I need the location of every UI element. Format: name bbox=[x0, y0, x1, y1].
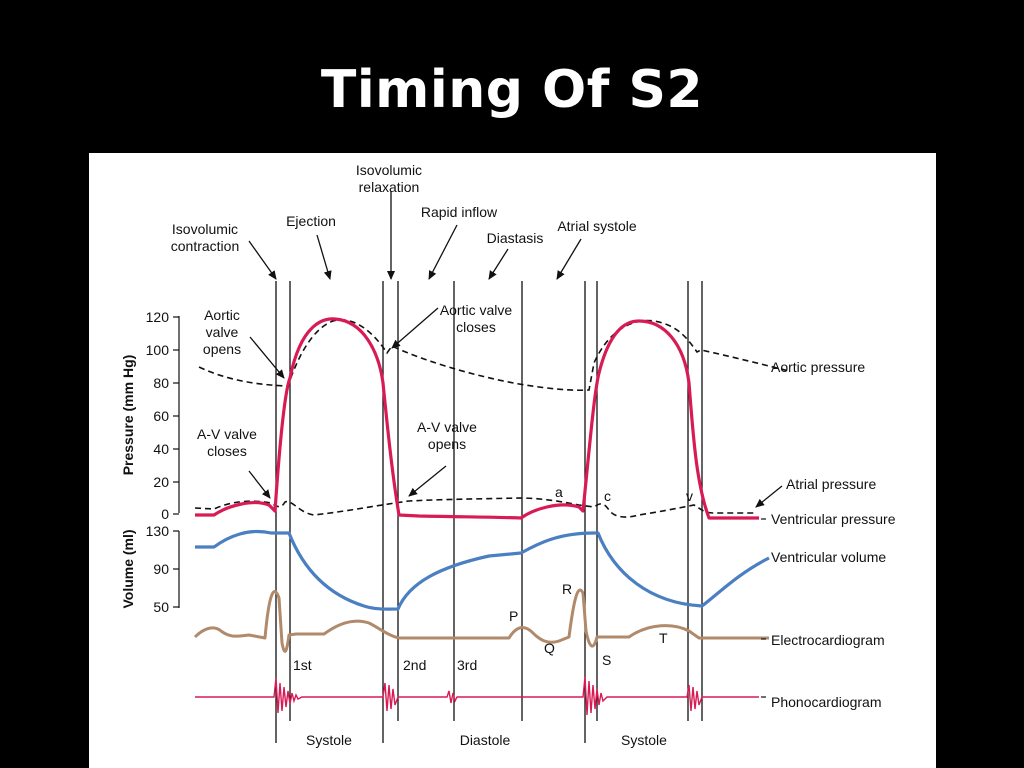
pressure-tick-60: 60 bbox=[153, 408, 169, 424]
phase-divider-lines bbox=[275, 281, 703, 743]
ecg-p-label: P bbox=[509, 608, 518, 624]
volume-axis-label: Volume (ml) bbox=[120, 529, 136, 608]
heart-sound-2nd: 2nd bbox=[403, 657, 426, 673]
label-ventricular-pressure: Ventricular pressure bbox=[771, 511, 896, 527]
label-ventricular-volume: Ventricular volume bbox=[771, 549, 886, 565]
pressure-tick-20: 20 bbox=[153, 474, 169, 490]
ecg-r-label: R bbox=[562, 581, 572, 597]
cycle-systole-2: Systole bbox=[621, 732, 667, 748]
pressure-axis: 120 100 80 60 40 20 0 Pressure (mm Hg) bbox=[120, 309, 180, 522]
label-aortic-valve-opens: Aortic valve opens bbox=[203, 307, 241, 357]
label-rapid-inflow: Rapid inflow bbox=[421, 204, 498, 220]
wave-v-label: v bbox=[686, 488, 693, 504]
cycle-systole-1: Systole bbox=[306, 732, 352, 748]
aortic-pressure-trace bbox=[198, 319, 790, 392]
volume-tick-50: 50 bbox=[153, 599, 169, 615]
label-atrial-pressure: Atrial pressure bbox=[786, 476, 876, 492]
label-av-valve-closes: A-V valve closes bbox=[197, 426, 257, 459]
phase-arrows bbox=[248, 191, 582, 280]
pressure-tick-100: 100 bbox=[146, 342, 170, 358]
atrial-pressure-trace bbox=[194, 497, 757, 518]
label-aortic-valve-closes: Aortic valve closes bbox=[440, 302, 513, 335]
wave-a-label: a bbox=[555, 484, 563, 500]
slide-title: Timing Of S2 bbox=[320, 60, 704, 120]
ecg-s-label: S bbox=[602, 652, 611, 668]
trace-leader-lines bbox=[761, 518, 766, 698]
pressure-axis-label: Pressure (mm Hg) bbox=[120, 355, 136, 476]
cardiac-cycle-figure: Isovolumic contraction Ejection Isovolumi… bbox=[89, 153, 936, 768]
ventricular-pressure-trace bbox=[195, 317, 759, 520]
ventricular-volume-trace bbox=[195, 529, 770, 611]
ecg-t-label: T bbox=[659, 630, 668, 646]
label-isovolumic-relaxation: Isovolumic relaxation bbox=[356, 162, 422, 195]
label-isovolumic-contraction: Isovolumic contraction bbox=[171, 221, 239, 254]
volume-axis: 130 90 50 Volume (ml) bbox=[120, 523, 180, 615]
label-ejection: Ejection bbox=[286, 213, 336, 229]
label-electrocardiogram: Electrocardiogram bbox=[771, 632, 885, 648]
pressure-tick-40: 40 bbox=[153, 441, 169, 457]
heart-sound-1st: 1st bbox=[293, 657, 312, 673]
label-atrial-systole: Atrial systole bbox=[557, 218, 637, 234]
volume-tick-130: 130 bbox=[146, 523, 170, 539]
volume-tick-90: 90 bbox=[153, 561, 169, 577]
label-diastasis: Diastasis bbox=[487, 230, 544, 246]
ecg-q-label: Q bbox=[544, 640, 555, 656]
pressure-tick-80: 80 bbox=[153, 375, 169, 391]
cycle-diastole: Diastole bbox=[460, 732, 511, 748]
pressure-tick-0: 0 bbox=[161, 506, 169, 522]
label-av-valve-opens: A-V valve opens bbox=[417, 419, 477, 452]
wave-c-label: c bbox=[604, 488, 611, 504]
heart-sound-3rd: 3rd bbox=[457, 657, 477, 673]
cardiac-cycle-diagram: Isovolumic contraction Ejection Isovolumi… bbox=[120, 162, 896, 748]
label-phonocardiogram: Phonocardiogram bbox=[771, 694, 882, 710]
phonocardiogram-trace bbox=[195, 676, 759, 716]
label-aortic-pressure: Aortic pressure bbox=[771, 359, 865, 375]
electrocardiogram-trace bbox=[193, 588, 769, 653]
pressure-tick-120: 120 bbox=[146, 309, 170, 325]
event-arrows bbox=[248, 307, 783, 508]
